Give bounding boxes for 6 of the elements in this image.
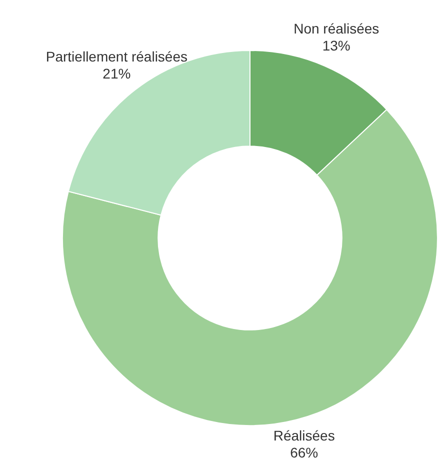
data-label: 13% (322, 38, 350, 54)
slice-label: Non réalisées (294, 20, 380, 37)
slice-label: Réalisées (273, 427, 335, 444)
slice-label: Partiellement réalisées (46, 48, 188, 64)
data-label: 66% (290, 444, 318, 460)
data-label: 21% (102, 66, 131, 82)
